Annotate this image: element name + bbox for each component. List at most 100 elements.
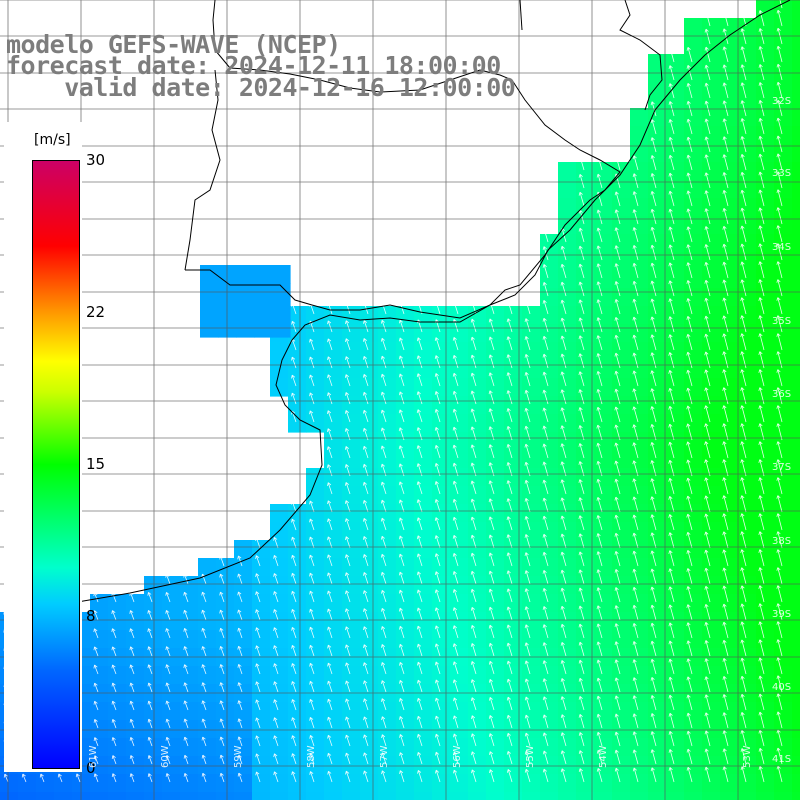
wind-cell: [288, 504, 307, 523]
wind-arrow: [596, 749, 603, 765]
wind-arrow: [650, 244, 657, 261]
wind-cell: [792, 666, 800, 685]
wind-cell: [306, 504, 325, 523]
wind-arrow: [416, 553, 423, 567]
wind-cell: [306, 396, 325, 415]
wind-arrow: [740, 585, 747, 603]
wind-arrow: [614, 442, 621, 459]
wind-arrow: [273, 554, 279, 567]
wind-cell: [288, 540, 307, 559]
wind-cell: [720, 594, 739, 613]
wind-arrow: [327, 626, 333, 639]
wind-cell: [738, 288, 757, 307]
wind-arrow: [524, 479, 531, 495]
wind-arrow: [344, 410, 351, 423]
wind-arrow: [632, 713, 639, 729]
wind-cell: [450, 774, 469, 793]
wind-cell: [342, 558, 361, 577]
wind-cell: [198, 702, 217, 721]
wind-arrow: [434, 607, 441, 621]
wind-arrow: [650, 695, 657, 711]
wind-cell: [738, 54, 757, 73]
wind-cell: [774, 774, 793, 793]
wind-cell: [720, 720, 739, 739]
wind-arrow: [740, 675, 747, 693]
wind-cell: [720, 414, 739, 433]
wind-cell: [198, 774, 217, 793]
wind-cell: [720, 108, 739, 127]
wind-cell: [324, 540, 343, 559]
wind-arrow: [380, 301, 387, 315]
wind-arrow: [542, 660, 549, 675]
wind-cell: [306, 522, 325, 541]
wind-arrow: [381, 698, 387, 711]
wind-arrow: [578, 714, 585, 729]
wind-arrow: [596, 533, 603, 549]
wind-arrow: [650, 586, 657, 603]
wind-arrow: [380, 391, 387, 405]
wind-arrow: [776, 333, 783, 351]
wind-arrow: [399, 643, 405, 657]
wind-arrow: [398, 517, 405, 531]
wind-cell: [360, 558, 379, 577]
wind-cell: [774, 414, 793, 433]
wind-arrow: [722, 712, 729, 729]
wind-arrow: [614, 191, 621, 207]
wind-arrow: [758, 100, 765, 117]
wind-cell: [630, 378, 649, 397]
wind-arrow: [309, 716, 315, 729]
wind-arrow: [542, 407, 549, 423]
wind-arrow: [704, 676, 711, 693]
wind-arrow: [596, 515, 603, 531]
wind-arrow: [596, 245, 603, 261]
wind-arrow: [740, 46, 747, 63]
wind-cell: [792, 594, 800, 613]
wind-arrow: [255, 771, 261, 783]
wind-arrow: [524, 516, 531, 531]
wind-cell: [630, 108, 649, 127]
wind-cell: [414, 594, 433, 613]
wind-arrow: [632, 641, 639, 657]
wind-cell: [594, 774, 613, 793]
wind-cell: [198, 576, 217, 595]
wind-arrow: [435, 733, 441, 747]
wind-arrow: [434, 373, 441, 387]
wind-arrow: [614, 388, 621, 405]
wind-cell: [90, 702, 109, 721]
wind-cell: [612, 576, 631, 595]
wind-arrow: [722, 441, 729, 459]
wind-arrow: [560, 299, 567, 315]
latitude-label: 40S: [772, 682, 792, 693]
wind-cell: [612, 792, 631, 800]
wind-cell: [468, 522, 487, 541]
wind-cell: [684, 774, 703, 793]
wind-arrow: [488, 697, 495, 711]
wind-arrow: [111, 610, 117, 621]
wind-arrow: [722, 208, 729, 225]
wind-cell: [432, 360, 451, 379]
wind-arrow: [704, 712, 711, 729]
wind-cell: [414, 774, 433, 793]
wind-arrow: [219, 645, 225, 657]
wind-arrow: [614, 281, 621, 297]
wind-cell: [234, 576, 253, 595]
wind-arrow: [596, 713, 603, 729]
wind-cell: [270, 630, 289, 649]
wind-cell: [486, 630, 505, 649]
wind-arrow: [398, 571, 405, 585]
wind-cell: [162, 738, 181, 757]
wind-arrow: [488, 390, 495, 405]
wind-arrow: [273, 591, 279, 603]
wind-cell: [234, 702, 253, 721]
wind-cell: [720, 306, 739, 325]
wind-cell: [648, 450, 667, 469]
wind-cell: [468, 360, 487, 379]
wind-cell: [792, 198, 800, 217]
wind-cell: [342, 702, 361, 721]
wind-cell: [594, 576, 613, 595]
wind-arrow: [740, 477, 747, 495]
wind-cell: [288, 396, 307, 415]
wind-arrow: [147, 664, 153, 675]
wind-cell: [684, 270, 703, 289]
wind-cell: [432, 378, 451, 397]
